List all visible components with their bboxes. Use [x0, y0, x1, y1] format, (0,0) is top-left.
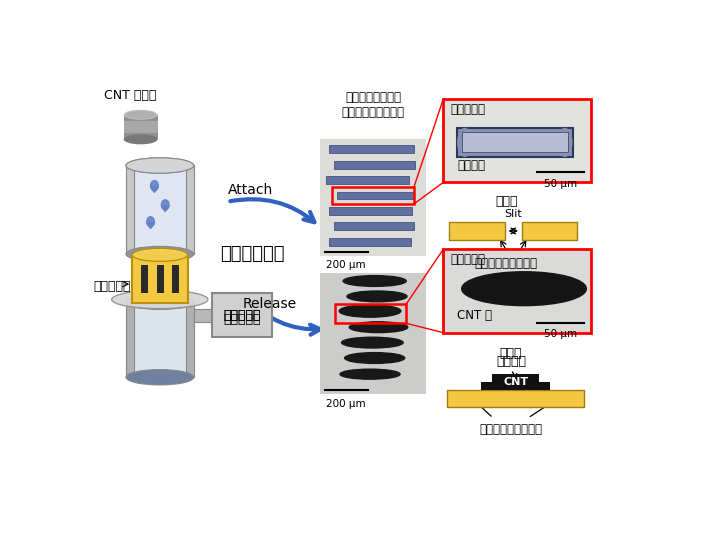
Text: ポリイミド: ポリイミド — [451, 253, 486, 267]
Text: スリット: スリット — [457, 159, 485, 172]
Bar — [334, 222, 414, 230]
Bar — [334, 161, 415, 168]
Bar — [133, 308, 186, 371]
Text: CNT: CNT — [503, 377, 528, 387]
Text: 200 μm: 200 μm — [327, 399, 366, 409]
Bar — [172, 265, 179, 293]
Bar — [186, 302, 194, 377]
Text: 真空ポンプ: 真空ポンプ — [224, 309, 261, 322]
Polygon shape — [147, 223, 155, 229]
Text: 架橋構造: 架橋構造 — [496, 355, 526, 368]
Text: 真空ポンプ: 真空ポンプ — [224, 313, 261, 326]
Ellipse shape — [340, 369, 400, 379]
Ellipse shape — [113, 292, 207, 307]
Text: 50 μm: 50 μm — [544, 329, 577, 339]
Ellipse shape — [124, 134, 158, 144]
Bar — [329, 146, 414, 153]
Bar — [320, 272, 426, 394]
Bar — [326, 176, 409, 184]
Ellipse shape — [126, 370, 194, 385]
Ellipse shape — [132, 249, 187, 262]
Bar — [462, 132, 568, 153]
Text: 50 μm: 50 μm — [544, 179, 577, 189]
Bar — [212, 293, 272, 337]
Text: 断面図: 断面図 — [500, 347, 522, 360]
Ellipse shape — [126, 158, 194, 173]
Text: CNT 分散液: CNT 分散液 — [104, 89, 157, 101]
Ellipse shape — [557, 128, 572, 157]
Bar — [447, 390, 584, 407]
Polygon shape — [151, 187, 158, 192]
Text: ポリイミド: ポリイミド — [451, 103, 486, 116]
Ellipse shape — [339, 305, 401, 317]
Bar — [449, 222, 505, 240]
Ellipse shape — [133, 250, 186, 260]
Bar — [332, 187, 414, 204]
Bar — [126, 302, 133, 377]
Ellipse shape — [147, 217, 155, 227]
Ellipse shape — [126, 158, 194, 173]
Bar — [320, 138, 426, 256]
Ellipse shape — [344, 353, 405, 364]
Text: Attach: Attach — [228, 183, 273, 197]
Ellipse shape — [161, 200, 169, 210]
Text: Release: Release — [243, 297, 297, 311]
Bar — [522, 222, 577, 240]
Bar — [133, 172, 186, 248]
Bar — [132, 255, 187, 302]
Bar — [126, 166, 133, 254]
Polygon shape — [161, 207, 169, 211]
Bar — [124, 121, 158, 133]
Bar — [443, 250, 591, 332]
Bar — [492, 374, 540, 390]
Text: 真空ポンプ: 真空ポンプ — [224, 309, 261, 322]
Bar — [540, 382, 550, 390]
Ellipse shape — [457, 128, 472, 157]
Bar — [141, 265, 148, 293]
Bar — [335, 304, 406, 323]
Ellipse shape — [126, 246, 194, 262]
Text: メンブレン: メンブレン — [93, 280, 131, 293]
Ellipse shape — [347, 291, 407, 302]
Ellipse shape — [151, 180, 158, 191]
Bar — [329, 238, 411, 246]
Ellipse shape — [126, 294, 194, 310]
Ellipse shape — [349, 322, 408, 332]
Text: レーザー加工済み
ポリイミドフィルム: レーザー加工済み ポリイミドフィルム — [342, 92, 405, 119]
Bar — [481, 382, 492, 390]
Ellipse shape — [111, 290, 208, 308]
Bar — [157, 265, 164, 293]
Text: ポリイミドフィルム: ポリイミドフィルム — [479, 423, 542, 437]
Text: 断面図: 断面図 — [495, 195, 518, 208]
Text: CNT 膜: CNT 膜 — [457, 309, 492, 322]
Ellipse shape — [125, 111, 156, 119]
Bar — [186, 166, 194, 254]
Text: ポリイミドフィルム: ポリイミドフィルム — [475, 257, 538, 270]
Bar — [124, 114, 158, 140]
Bar — [329, 207, 413, 215]
Ellipse shape — [124, 110, 158, 120]
Text: Slit: Slit — [504, 209, 522, 219]
Ellipse shape — [462, 272, 586, 306]
Text: 200 μm: 200 μm — [327, 260, 366, 270]
Bar — [194, 310, 212, 322]
Ellipse shape — [342, 337, 403, 348]
Ellipse shape — [343, 276, 406, 286]
Text: 自己整合成膜: 自己整合成膜 — [220, 245, 285, 263]
Bar — [443, 99, 591, 183]
Bar — [457, 128, 572, 157]
Bar — [337, 192, 414, 199]
